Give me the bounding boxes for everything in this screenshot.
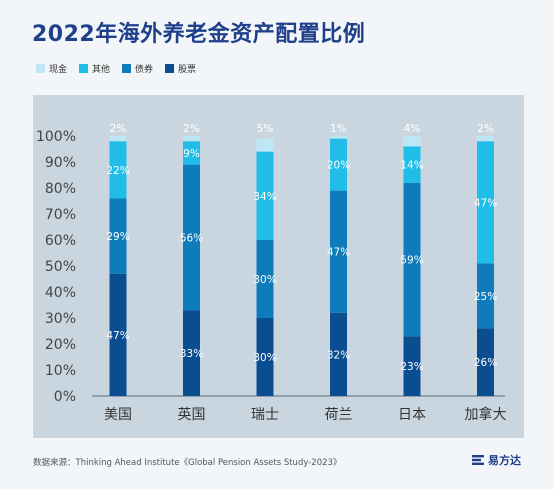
data-label: 33% [180, 348, 203, 360]
data-label: 56% [180, 232, 203, 244]
y-tick-label: 40% [45, 285, 76, 301]
legend-swatch [79, 63, 89, 73]
bar-segment [477, 136, 494, 142]
x-tick-label: 瑞士 [251, 407, 279, 423]
bar-segment [330, 136, 347, 139]
bar-segment [330, 190, 347, 313]
bar-segment [183, 310, 200, 396]
page-title: 2022年海外养老金资产配置比例 [32, 22, 366, 47]
data-label: 26% [474, 357, 497, 369]
bar-segment [183, 164, 200, 311]
data-label: 1% [330, 123, 347, 135]
y-tick-label: 80% [45, 181, 76, 197]
y-tick-label: 10% [45, 363, 76, 379]
data-label: 4% [404, 123, 421, 135]
bar-segment [109, 198, 127, 274]
bar-segment [477, 263, 494, 329]
y-tick-label: 70% [45, 207, 76, 223]
bar-segment [477, 328, 494, 396]
data-label: 47% [327, 247, 350, 259]
legend-item: 债券 [122, 62, 153, 75]
y-tick-label: 0% [54, 389, 76, 405]
bar-segment [256, 151, 274, 240]
data-label: 47% [106, 330, 129, 342]
data-label: 5% [257, 123, 274, 135]
legend-swatch [165, 63, 175, 73]
bar-segment [256, 318, 274, 396]
data-label: 22% [106, 165, 129, 177]
y-tick-label: 30% [45, 311, 76, 327]
legend-item: 股票 [165, 62, 196, 75]
data-label: 14% [400, 160, 423, 172]
y-tick-label: 90% [45, 155, 76, 171]
data-label: 20% [327, 160, 350, 172]
y-tick-label: 100% [36, 129, 76, 145]
brand-logo: 易方达 [471, 452, 521, 468]
bar-segment [330, 312, 347, 396]
bar-segment [330, 138, 347, 191]
chart-legend: 现金 其他 债券 股票 [36, 61, 196, 75]
data-label: 30% [253, 274, 276, 286]
bar-segment [403, 136, 421, 147]
brand-logo-icon [472, 455, 484, 465]
data-label: 2% [477, 123, 494, 135]
x-tick-label: 荷兰 [325, 407, 353, 423]
data-label: 29% [106, 231, 129, 243]
data-label: 25% [474, 291, 497, 303]
y-tick-label: 20% [45, 337, 76, 353]
data-label: 23% [400, 361, 423, 373]
data-label: 47% [474, 197, 497, 209]
legend-swatch [122, 63, 132, 73]
bar-segment [477, 141, 494, 264]
x-tick-label: 加拿大 [465, 406, 507, 423]
bar-segment [256, 138, 274, 152]
bar-segment [109, 273, 127, 396]
data-label: 34% [253, 191, 276, 203]
legend-label: 股票 [178, 64, 197, 75]
x-tick-label: 英国 [178, 406, 206, 423]
y-tick-label: 50% [45, 259, 76, 275]
legend-item: 现金 [36, 62, 67, 75]
bar-segment [403, 182, 421, 337]
bar-segment [256, 240, 274, 318]
x-tick-label: 美国 [104, 407, 132, 423]
x-tick-label: 日本 [398, 407, 426, 423]
data-label: 2% [110, 123, 127, 135]
data-label: 2% [183, 123, 200, 135]
legend-label: 其他 [92, 64, 111, 75]
data-label: 59% [400, 255, 423, 267]
legend-swatch [36, 63, 45, 73]
legend-label: 现金 [49, 64, 68, 75]
bar-segment [403, 146, 421, 183]
data-source: 数据来源：Thinking Ahead Institute《Global Pen… [33, 458, 342, 468]
legend-item: 其他 [79, 62, 110, 75]
data-label: 9% [183, 148, 200, 160]
bar-segment [109, 141, 127, 199]
bar-segment [109, 136, 127, 142]
bar-segment [183, 141, 200, 165]
bar-segment [403, 336, 421, 396]
data-label: 30% [253, 352, 276, 364]
data-label: 32% [327, 349, 350, 361]
brand-name: 易方达 [488, 454, 521, 467]
y-tick-label: 60% [45, 233, 76, 249]
bar-segment [183, 136, 200, 142]
legend-label: 债券 [135, 64, 154, 75]
